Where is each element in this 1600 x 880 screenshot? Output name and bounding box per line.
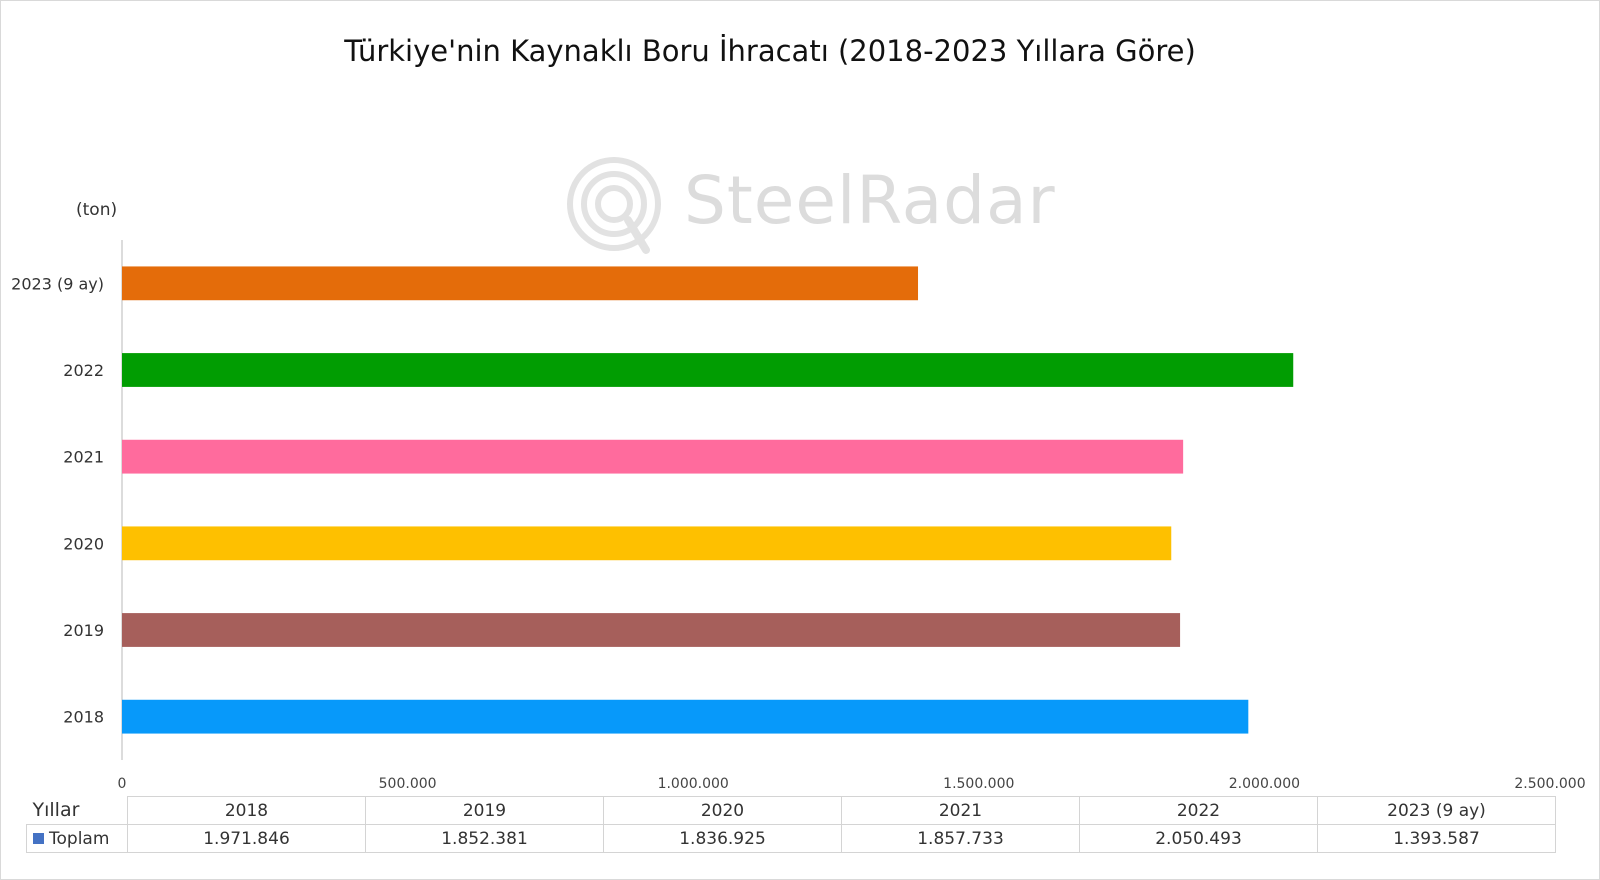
bar-chart: 2018 2019 2020 2021 2022 2023 (9 ay) 0 500.000… <box>11 240 1586 790</box>
bar-2023-9-ay <box>122 266 919 301</box>
category-label: 2021 <box>63 448 104 467</box>
x-tick-label: 1.500.000 <box>943 776 1014 790</box>
category-labels: 2018 2019 2020 2021 2022 2023 (9 ay) <box>11 274 104 726</box>
data-table-year: 2021 <box>841 796 1080 825</box>
legend-key-icon <box>33 832 44 844</box>
category-label: 2018 <box>63 708 104 727</box>
x-tick-label: 0 <box>118 776 127 790</box>
data-table-values-row: Toplam 1.971.846 1.852.381 1.836.925 1.8… <box>26 824 1556 853</box>
data-table-series-label: Toplam <box>49 828 110 849</box>
data-table-value: 1.971.846 <box>127 824 366 853</box>
unit-label: (ton) <box>76 200 118 220</box>
x-tick-labels: 0 500.000 1.000.000 1.500.000 2.000.000 2.500… <box>118 776 1586 790</box>
chart-title: Türkiye'nin Kaynaklı Boru İhracatı (2018… <box>344 34 1196 68</box>
data-table-header-label: Yıllar <box>26 796 128 825</box>
data-table-year: 2020 <box>603 796 842 825</box>
data-table-value: 2.050.493 <box>1079 824 1318 853</box>
data-table-year: 2022 <box>1079 796 1318 825</box>
data-table-year: 2023 (9 ay) <box>1317 796 1556 825</box>
bar-2019 <box>122 613 1181 647</box>
data-table-series-cell: Toplam <box>26 824 128 853</box>
steelradar-logo-icon <box>567 157 661 254</box>
bars-layer <box>122 266 1294 734</box>
bar-2021 <box>122 439 1184 474</box>
category-label: 2022 <box>63 361 104 380</box>
category-label: 2019 <box>63 621 104 640</box>
data-table-value: 1.852.381 <box>365 824 604 853</box>
watermark: SteelRadar <box>566 150 1055 270</box>
bar-2022 <box>122 353 1294 387</box>
data-table-year: 2018 <box>127 796 366 825</box>
bar-2018 <box>122 699 1249 734</box>
x-tick-label: 2.000.000 <box>1229 776 1300 790</box>
category-label: 2020 <box>63 534 104 553</box>
watermark-text: SteelRadar <box>684 162 1056 239</box>
category-label: 2023 (9 ay) <box>11 274 104 293</box>
x-tick-label: 500.000 <box>379 776 437 790</box>
data-table-year: 2019 <box>365 796 604 825</box>
data-table: Yıllar 2018 2019 2020 2021 2022 2023 (9 … <box>26 796 1556 853</box>
x-tick-label: 1.000.000 <box>658 776 729 790</box>
data-table-value: 1.857.733 <box>841 824 1080 853</box>
data-table-value: 1.393.587 <box>1317 824 1556 853</box>
data-table-value: 1.836.925 <box>603 824 842 853</box>
data-table-header-row: Yıllar 2018 2019 2020 2021 2022 2023 (9 … <box>26 796 1556 825</box>
bar-2020 <box>122 526 1172 561</box>
x-tick-label: 2.500.000 <box>1514 776 1585 790</box>
